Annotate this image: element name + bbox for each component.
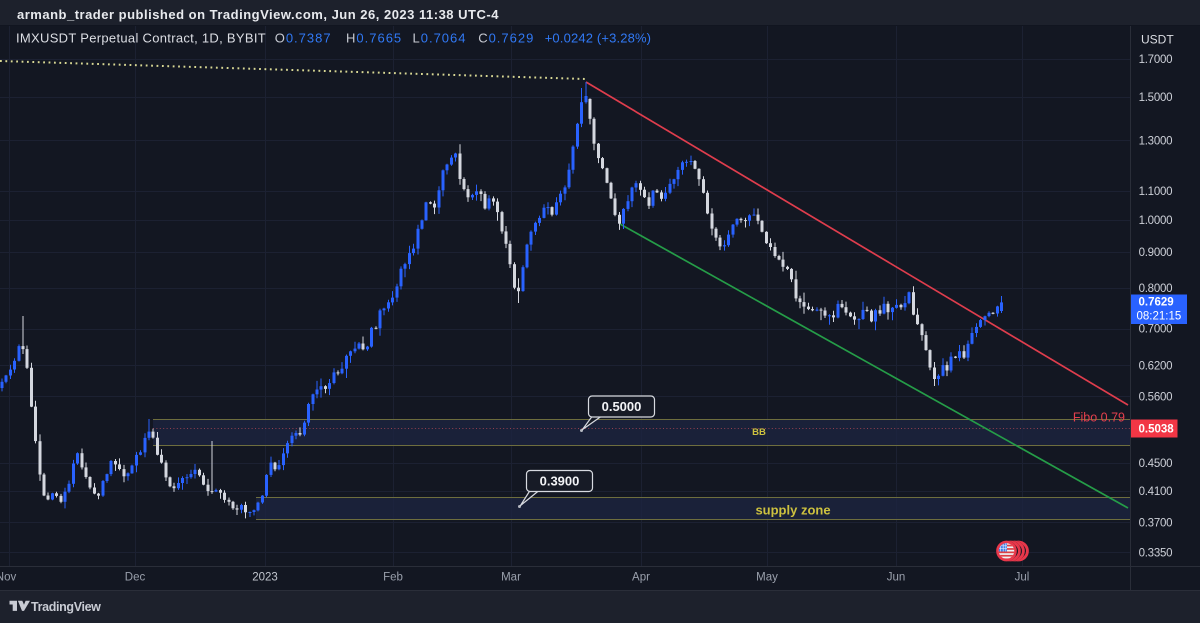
svg-text:Nov: Nov [0,572,16,584]
svg-text:08:21:15: 08:21:15 [1137,311,1182,323]
svg-text:0.3700: 0.3700 [1139,517,1173,529]
svg-text:C0.7629: C0.7629 [478,31,534,46]
svg-text:0.7629: 0.7629 [1139,297,1174,309]
svg-text:supply zone: supply zone [755,503,830,518]
svg-text:TradingView: TradingView [31,600,101,614]
svg-text:0.5000: 0.5000 [602,399,642,414]
svg-text:0.4100: 0.4100 [1139,486,1173,498]
svg-text:BB: BB [752,427,766,438]
svg-text:2023: 2023 [252,572,278,584]
svg-text:+0.0242 (+3.28%): +0.0242 (+3.28%) [545,31,651,46]
svg-text:L0.7064: L0.7064 [413,31,467,46]
svg-text:1.3000: 1.3000 [1139,136,1173,148]
svg-text:0.6200: 0.6200 [1139,360,1173,372]
svg-text:IMXUSDT Perpetual Contract, 1D: IMXUSDT Perpetual Contract, 1D, BYBIT [16,31,266,46]
svg-text:Dec: Dec [125,572,146,584]
svg-text:Jun: Jun [887,572,906,584]
svg-text:0.5038: 0.5038 [1139,424,1175,436]
svg-text:O0.7387: O0.7387 [275,31,332,46]
svg-text:Jul: Jul [1015,572,1030,584]
svg-text:H0.7665: H0.7665 [346,31,402,46]
svg-text:0.8000: 0.8000 [1139,283,1173,295]
svg-text:0.3900: 0.3900 [540,474,580,489]
svg-text:May: May [756,572,778,584]
svg-text:USDT: USDT [1141,33,1174,47]
svg-text:0.3350: 0.3350 [1139,547,1173,559]
svg-text:0.5600: 0.5600 [1139,391,1173,403]
svg-text:0.7000: 0.7000 [1139,324,1173,336]
svg-text:armanb_trader published on Tra: armanb_trader published on TradingView.c… [17,7,499,22]
svg-text:1.0000: 1.0000 [1139,215,1173,227]
svg-text:Apr: Apr [632,572,650,584]
svg-text:1.1000: 1.1000 [1139,186,1173,198]
svg-text:0.4500: 0.4500 [1139,458,1173,470]
svg-text:0.9000: 0.9000 [1139,247,1173,259]
svg-text:Feb: Feb [383,572,403,584]
svg-text:Mar: Mar [501,572,521,584]
svg-text:1.7000: 1.7000 [1139,54,1173,66]
svg-text:Fibo 0.79: Fibo 0.79 [1073,411,1125,425]
svg-text:1.5000: 1.5000 [1139,92,1173,104]
